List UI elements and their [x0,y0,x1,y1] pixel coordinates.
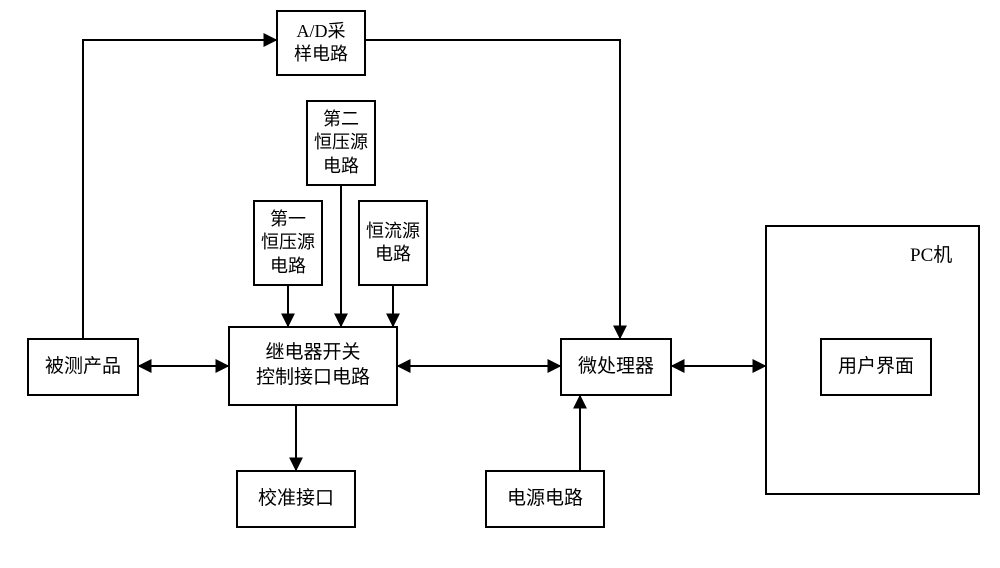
node-cv2: 第二 恒压源 电路 [306,100,376,186]
node-pc-label: PC机 [910,240,952,267]
node-label: 第一 恒压源 电路 [261,208,315,278]
node-mcu: 微处理器 [560,338,672,396]
node-calib: 校准接口 [236,470,356,528]
node-dut: 被测产品 [27,338,139,396]
node-relay: 继电器开关 控制接口电路 [228,326,398,406]
node-label: 电源电路 [507,487,583,512]
node-label: 用户界面 [838,355,914,380]
node-label: 校准接口 [258,487,334,512]
edge-dut-to-ad [83,40,276,338]
node-label: 继电器开关 控制接口电路 [256,341,370,390]
node-ad-sampling: A/D采 样电路 [276,10,366,76]
node-cv1: 第一 恒压源 电路 [253,200,323,286]
node-label: 被测产品 [45,355,121,380]
node-label: PC机 [910,245,952,266]
node-label: 微处理器 [578,355,654,380]
node-cc: 恒流源 电路 [358,200,428,286]
edge-ad-to-mcu [366,40,620,338]
node-label: 第二 恒压源 电路 [314,108,368,178]
node-label: 恒流源 电路 [366,220,420,267]
node-power: 电源电路 [485,470,605,528]
node-label: A/D采 样电路 [294,20,348,67]
node-ui: 用户界面 [820,338,932,396]
